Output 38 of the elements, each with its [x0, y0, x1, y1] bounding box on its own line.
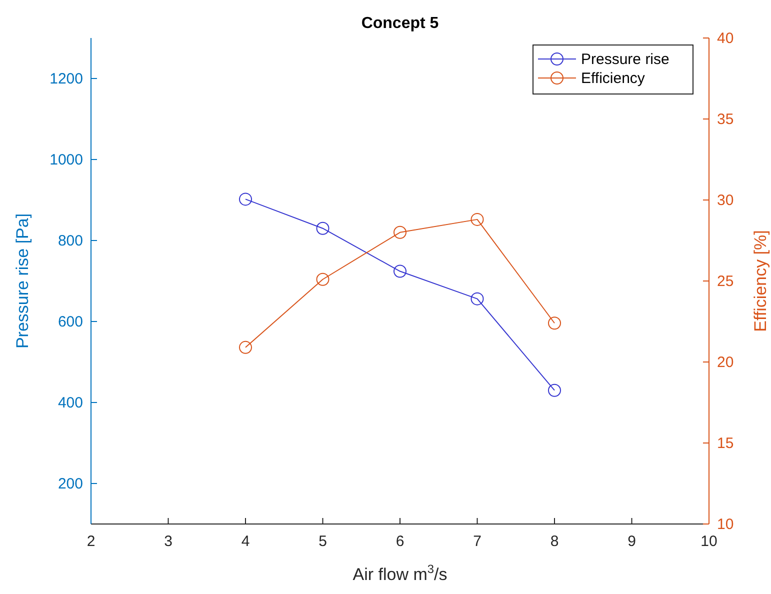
y-axis-title: Pressure rise [Pa]: [13, 213, 32, 349]
y-tick-label: 1200: [50, 70, 83, 88]
x-tick-label: 7: [473, 533, 482, 550]
x-axis-title: Air flow m$^{3}$/s: [352, 562, 448, 584]
x-tick-label: 5: [318, 533, 327, 550]
point: [548, 316, 561, 330]
y2-tick-label: 30: [717, 192, 734, 209]
y-tick-label: 1000: [50, 152, 83, 168]
point: [316, 222, 330, 235]
point: [470, 212, 484, 226]
point: [239, 192, 252, 206]
point: [394, 264, 406, 278]
y2-axis-title: Efficiency [%]: [751, 230, 770, 332]
point: [548, 384, 561, 397]
x-tick-label: 3: [164, 533, 172, 550]
chart-title: Concept 5: [361, 15, 439, 32]
point: [239, 340, 252, 354]
y-tick-label: 200: [58, 476, 83, 492]
y2-tick-label: 40: [717, 30, 734, 47]
y2-tick-label: 15: [717, 435, 734, 452]
x-tick-label: 4: [241, 533, 250, 550]
legend-label: Efficiency: [581, 70, 646, 87]
y-tick-label: 400: [58, 394, 83, 412]
y2-tick-label: 10: [717, 516, 734, 533]
y2-tick-label: 25: [717, 273, 734, 290]
x-tick-label: 8: [550, 533, 559, 550]
legend-label: Pressure rise: [581, 51, 670, 68]
y-tick-label: 800: [58, 232, 83, 250]
y-tick-label: 600: [58, 314, 83, 330]
y2-tick-label: 20: [717, 354, 734, 371]
x-tick-label: 9: [628, 533, 636, 550]
x-tick-label: 10: [700, 533, 718, 550]
point: [394, 226, 406, 239]
y2-tick-label: 35: [717, 111, 734, 128]
point: [316, 272, 330, 286]
x-tick-label: 2: [86, 533, 96, 550]
point: [470, 292, 484, 306]
x-tick-label: 6: [396, 533, 404, 550]
